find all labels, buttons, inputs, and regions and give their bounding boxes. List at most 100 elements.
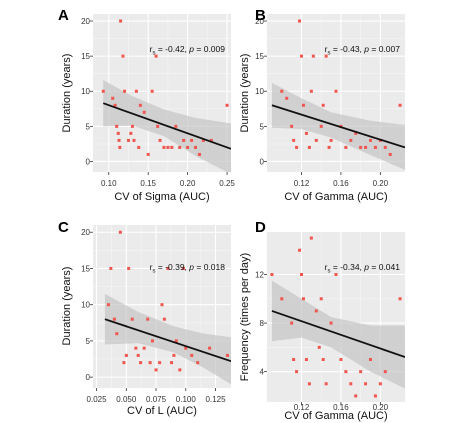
stat-r-subscript: s	[153, 269, 156, 275]
data-point	[324, 382, 328, 386]
data-point	[364, 382, 368, 386]
x-tick-label: 0.075	[146, 395, 167, 404]
stat-p-value: = 0.007	[369, 44, 400, 54]
data-point	[115, 332, 119, 336]
data-point	[178, 368, 182, 372]
stat-annotation: rs = -0.39, p = 0.018	[150, 262, 226, 275]
x-axis-label: CV of L (AUC)	[127, 405, 197, 417]
data-point	[158, 361, 162, 365]
data-point	[130, 317, 134, 321]
x-tick-label: 0.20	[373, 403, 389, 412]
data-point	[307, 145, 311, 149]
data-point	[321, 103, 325, 107]
data-point	[369, 138, 372, 142]
y-axis-label: Duration (years)	[61, 54, 73, 133]
data-point	[117, 138, 121, 142]
data-point	[339, 358, 343, 361]
data-point	[301, 103, 305, 107]
data-point	[196, 361, 200, 365]
data-point	[270, 273, 274, 276]
data-point	[186, 145, 190, 149]
data-point	[129, 131, 133, 135]
data-point	[154, 54, 158, 58]
stat-annotation: rs = -0.42, p = 0.009	[150, 44, 226, 57]
data-point	[324, 54, 328, 58]
stat-annotation: rs = -0.43, p = 0.007	[325, 44, 401, 57]
data-point	[113, 103, 117, 107]
data-point	[118, 230, 122, 234]
data-point	[142, 346, 146, 350]
x-tick-label: 0.20	[373, 179, 389, 188]
y-tick-label: 0	[260, 157, 265, 166]
stat-p-symbol: p	[363, 262, 369, 272]
data-point	[359, 145, 363, 149]
stat-p-value: = 0.018	[194, 262, 225, 272]
data-point	[298, 19, 302, 23]
x-axis-label: CV of Sigma (AUC)	[114, 191, 209, 203]
data-point	[314, 309, 318, 313]
plot-data	[270, 236, 405, 398]
y-axis-label: Duration (years)	[61, 267, 73, 346]
y-tick-label: 8	[260, 319, 265, 328]
data-point	[146, 152, 150, 156]
panel-d: 0.12 0.16 0.20 4 8 12 CV of Gamma (AUC) Frequen…	[239, 219, 405, 422]
stat-p-value: = 0.041	[369, 262, 400, 272]
y-axis-label: Frequency (times per day)	[239, 253, 251, 381]
y-tick-label: 15	[81, 264, 90, 273]
data-point	[334, 273, 338, 276]
data-point	[354, 131, 358, 135]
stat-annotation: rs = -0.34, p = 0.041	[325, 262, 401, 275]
data-point	[112, 317, 116, 321]
data-point	[162, 145, 166, 149]
data-point	[285, 96, 289, 100]
data-point	[138, 103, 142, 107]
data-point	[115, 124, 119, 128]
data-point	[170, 361, 174, 365]
x-tick-label: 0.16	[333, 179, 349, 188]
data-point	[166, 145, 170, 149]
regression-line	[271, 310, 405, 358]
data-point	[134, 346, 138, 350]
data-point	[137, 145, 141, 149]
data-point	[383, 370, 387, 374]
data-point	[122, 361, 126, 365]
data-point	[166, 266, 170, 270]
y-tick-label: 12	[255, 271, 264, 280]
x-tick-label: 0.10	[101, 179, 117, 188]
data-point	[309, 89, 313, 93]
data-point	[378, 382, 382, 386]
data-point	[354, 394, 358, 398]
data-point	[225, 103, 229, 107]
stat-r-symbol: r	[325, 44, 328, 54]
stat-r-symbol: r	[325, 262, 328, 272]
data-point	[329, 138, 333, 142]
data-point	[295, 370, 299, 374]
x-tick-label: 0.025	[87, 395, 108, 404]
x-tick-label: 0.125	[206, 395, 227, 404]
data-point	[311, 54, 315, 58]
plot-data	[101, 19, 231, 172]
stat-r-subscript: s	[328, 51, 331, 57]
data-point	[364, 145, 368, 149]
data-point	[182, 138, 186, 142]
data-point	[101, 89, 105, 93]
data-point	[304, 131, 308, 135]
x-tick-label: 0.100	[176, 395, 197, 404]
plot-data	[271, 19, 405, 170]
x-tick-label: 0.15	[140, 179, 156, 188]
stat-p-symbol: p	[188, 44, 194, 54]
y-tick-label: 0	[86, 157, 91, 166]
y-tick-label: 0	[86, 373, 91, 382]
data-point	[201, 138, 205, 142]
data-point	[119, 19, 123, 23]
data-point	[398, 297, 402, 301]
data-point	[170, 145, 174, 149]
data-point	[116, 131, 120, 135]
x-tick-label: 0.16	[333, 403, 349, 412]
stat-r-symbol: r	[150, 262, 153, 272]
x-tick-label: 0.050	[116, 395, 137, 404]
data-point	[359, 370, 363, 374]
data-point	[290, 321, 294, 325]
data-point	[300, 273, 303, 276]
x-tick-label: 0.20	[180, 179, 196, 188]
